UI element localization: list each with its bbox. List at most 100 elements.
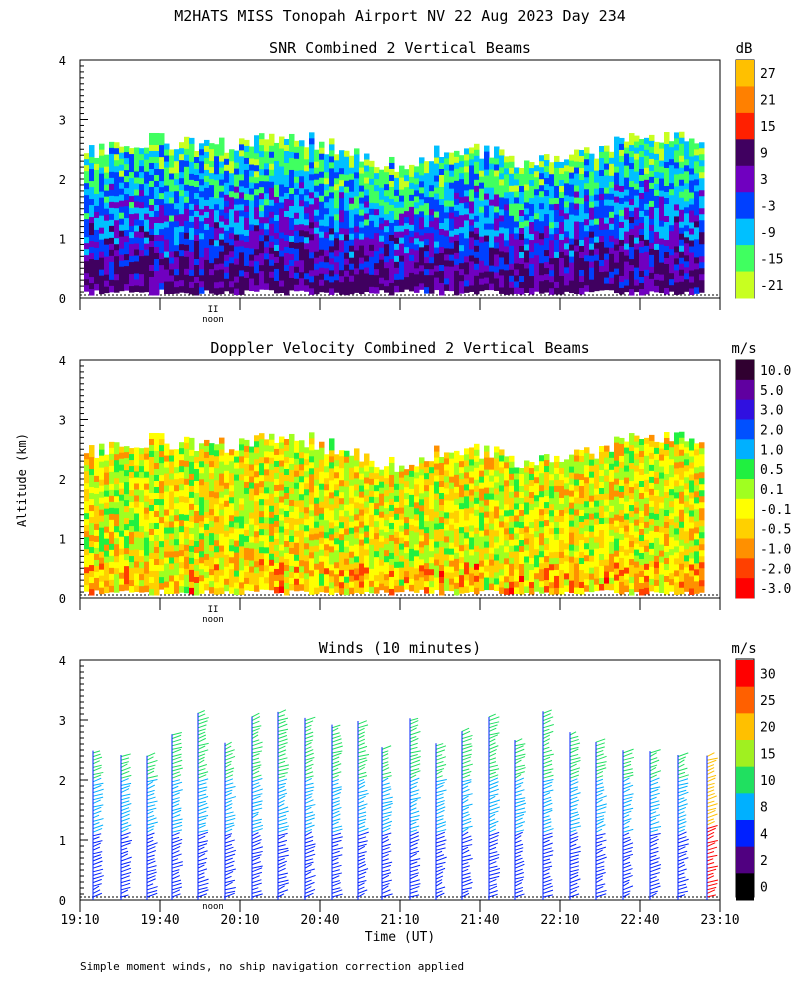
heatmap-cell [259,217,265,224]
heatmap-cell [419,499,425,506]
heatmap-cell [414,472,420,479]
heatmap-cell [364,159,370,167]
heatmap-cell [344,186,350,194]
heatmap-cell [699,178,705,185]
heatmap-cell [539,263,545,270]
heatmap-cell [99,215,105,223]
heatmap-cell [419,583,425,590]
heatmap-cell [534,171,540,178]
heatmap-cell [389,258,395,266]
heatmap-cell [139,556,145,563]
heatmap-cell [439,289,445,296]
heatmap-cell [344,480,350,488]
heatmap-cell [99,485,105,493]
heatmap-cell [249,494,255,502]
heatmap-cell [554,197,560,205]
heatmap-cell [399,465,405,473]
heatmap-cell [214,504,220,511]
heatmap-cell [254,501,260,508]
heatmap-cell [399,579,405,587]
heatmap-cell [334,184,340,191]
heatmap-cell [209,443,215,450]
heatmap-cell [684,219,690,226]
heatmap-cell [294,470,300,478]
heatmap-cell [179,172,185,179]
heatmap-cell [409,506,415,514]
heatmap-cell [309,288,315,295]
heatmap-cell [199,575,205,582]
heatmap-cell [389,552,395,560]
heatmap-cell [684,177,690,184]
colorbar-label: -15 [760,252,783,267]
heatmap-cell [339,288,345,295]
heatmap-cell [364,249,370,257]
heatmap-cell [374,527,380,534]
heatmap-cell [184,196,190,204]
heatmap-cell [344,216,350,224]
heatmap-cell [429,281,435,288]
heatmap-cell [184,148,190,156]
heatmap-cell [264,481,270,488]
heatmap-cell [404,529,410,536]
heatmap-cell [294,194,300,202]
heatmap-cell [299,458,305,465]
heatmap-cell [439,511,445,518]
heatmap-cell [404,481,410,488]
heatmap-cell [144,255,150,263]
heatmap-cell [314,575,320,583]
heatmap-cell [409,536,415,544]
heatmap-cell [409,200,415,208]
heatmap-cell [424,275,430,282]
heatmap-cell [89,289,95,296]
heatmap-cell [259,565,265,572]
heatmap-cell [399,489,405,497]
heatmap-cell [294,524,300,532]
heatmap-cell [104,190,110,198]
heatmap-cell [209,257,215,264]
heatmap-cell [99,443,105,451]
heatmap-cell [624,189,630,197]
heatmap-cell [164,269,170,277]
heatmap-cell [509,167,515,175]
heatmap-cell [324,172,330,179]
heatmap-cell [444,248,450,255]
heatmap-cell [529,168,535,175]
heatmap-cell [284,588,290,596]
heatmap-cell [284,228,290,236]
heatmap-cell [174,539,180,546]
heatmap-cell [314,455,320,463]
heatmap-cell [344,576,350,584]
heatmap-cell [364,513,370,521]
heatmap-cell [589,231,595,239]
heatmap-cell [269,253,275,261]
heatmap-cell [284,234,290,242]
heatmap-cell [679,221,685,229]
heatmap-cell [479,248,485,256]
heatmap-cell [134,177,140,184]
heatmap-cell [379,169,385,177]
heatmap-cell [689,216,695,223]
heatmap-cell [229,473,235,480]
heatmap-cell [304,477,310,484]
heatmap-cell [379,475,385,483]
heatmap-cell [254,585,260,592]
heatmap-cell [204,229,210,237]
heatmap-cell [369,556,375,564]
heatmap-cell [489,229,495,237]
heatmap-cell [89,511,95,518]
heatmap-cell [464,238,470,245]
heatmap-cell [179,586,185,593]
heatmap-cell [459,467,465,474]
heatmap-cell [114,154,120,161]
heatmap-cell [489,163,495,171]
heatmap-cell [129,556,135,563]
heatmap-cell [179,580,185,587]
heatmap-cell [484,235,490,243]
heatmap-cell [224,206,230,214]
heatmap-cell [219,185,225,193]
heatmap-cell [654,267,660,275]
heatmap-cell [174,461,180,468]
heatmap-cell [609,253,615,261]
heatmap-cell [599,254,605,261]
heatmap-cell [184,454,190,462]
